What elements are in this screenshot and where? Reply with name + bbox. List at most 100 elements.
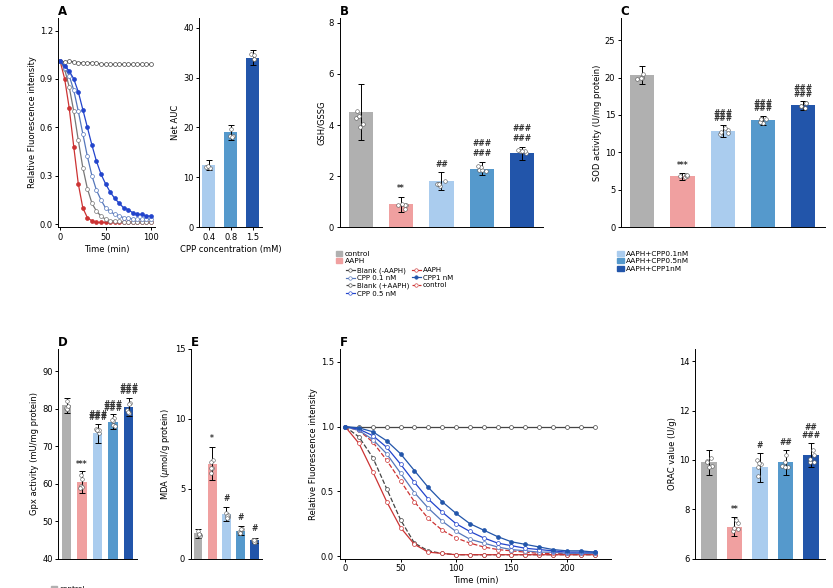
Point xyxy=(679,171,692,180)
Point xyxy=(60,405,73,414)
Text: E: E xyxy=(191,336,199,349)
Bar xyxy=(349,112,373,228)
Point xyxy=(247,536,260,545)
Bar xyxy=(630,75,654,228)
Text: ###: ### xyxy=(754,99,772,108)
Point xyxy=(122,408,135,417)
Bar xyxy=(711,132,735,228)
Point xyxy=(679,172,692,181)
Point xyxy=(431,179,445,188)
Point xyxy=(357,119,370,128)
Y-axis label: Gpx activity (mU/mg protein): Gpx activity (mU/mg protein) xyxy=(30,392,39,515)
Point xyxy=(221,512,234,522)
Legend: Blank (-AAPH), CPP 0.1 nM, Blank (+AAPH), CPP 0.5 nM, AAPH, CPP1 nM, control: Blank (-AAPH), CPP 0.1 nM, Blank (+AAPH)… xyxy=(343,265,456,299)
Point xyxy=(247,537,261,547)
Text: B: B xyxy=(340,5,348,18)
Point xyxy=(207,455,220,465)
Point xyxy=(204,469,217,478)
Point xyxy=(193,532,207,541)
Point xyxy=(800,98,813,108)
Bar xyxy=(791,105,816,228)
Point xyxy=(223,131,237,141)
Text: ##: ## xyxy=(435,159,448,169)
Point xyxy=(220,513,233,523)
Point xyxy=(729,516,742,525)
Point xyxy=(219,508,232,517)
Point xyxy=(108,422,122,431)
Point xyxy=(721,125,734,134)
Bar xyxy=(429,181,454,228)
Point xyxy=(74,481,87,490)
Bar xyxy=(77,482,87,588)
Point xyxy=(193,530,207,540)
Text: ###: ### xyxy=(801,430,821,440)
Point xyxy=(752,458,766,467)
Point xyxy=(475,166,488,175)
Point xyxy=(754,459,767,469)
Point xyxy=(731,519,744,528)
Point xyxy=(349,113,362,123)
Text: ###: ### xyxy=(119,383,138,392)
Point xyxy=(62,401,75,410)
Point xyxy=(756,118,769,127)
Bar xyxy=(778,462,793,588)
Point xyxy=(92,425,105,435)
Y-axis label: SOD activity (U/mg protein): SOD activity (U/mg protein) xyxy=(593,64,602,181)
Point xyxy=(225,124,238,133)
Bar xyxy=(510,153,534,228)
Bar xyxy=(202,165,215,228)
Point xyxy=(631,74,644,83)
Point xyxy=(92,428,106,437)
Point xyxy=(513,146,526,156)
Point xyxy=(202,162,215,172)
Text: ###: ### xyxy=(103,400,122,409)
Point xyxy=(247,51,261,60)
Point xyxy=(515,146,528,156)
Bar xyxy=(804,455,819,588)
Point xyxy=(727,523,741,533)
Text: ###: ### xyxy=(103,404,122,413)
Point xyxy=(90,426,103,435)
Point xyxy=(519,148,532,158)
Point xyxy=(107,414,121,423)
Point xyxy=(205,463,218,473)
Legend: AAPH+CPP0.1nM, AAPH+CPP0.5nM, AAPH+CPP1nM: AAPH+CPP0.1nM, AAPH+CPP0.5nM, AAPH+CPP1n… xyxy=(615,248,692,275)
Point xyxy=(392,200,405,209)
Point xyxy=(121,407,134,416)
Bar xyxy=(224,132,237,228)
Point xyxy=(681,171,694,180)
Bar xyxy=(247,58,259,228)
Bar xyxy=(62,405,71,588)
Y-axis label: ORAC value (U/g): ORAC value (U/g) xyxy=(667,417,676,490)
Point xyxy=(635,72,648,82)
Bar xyxy=(751,120,776,228)
Text: ###: ### xyxy=(88,410,107,419)
Point xyxy=(199,162,212,172)
Y-axis label: GSH/GSSG: GSH/GSSG xyxy=(317,100,326,145)
Point xyxy=(106,420,119,430)
Y-axis label: Net AUC: Net AUC xyxy=(172,105,181,140)
Text: F: F xyxy=(340,336,347,349)
Point xyxy=(433,181,446,191)
Point xyxy=(192,530,206,539)
Text: ###: ### xyxy=(794,84,813,93)
Text: ###: ### xyxy=(512,123,531,133)
Point xyxy=(715,128,728,137)
Point xyxy=(479,166,492,176)
Point xyxy=(248,537,262,546)
Point xyxy=(804,457,817,467)
Point xyxy=(518,146,531,156)
Point xyxy=(438,176,451,186)
Text: ###: ### xyxy=(88,413,107,422)
Point xyxy=(204,463,217,472)
Bar xyxy=(251,540,259,559)
Point xyxy=(636,69,650,79)
Point xyxy=(107,416,120,426)
Bar xyxy=(108,422,117,588)
Point xyxy=(754,117,767,126)
Point xyxy=(432,179,446,189)
Bar xyxy=(701,462,716,588)
Legend: control, AAPH, AAPH+CPP0.1nM, AAPH+CPP0.5nM, AAPH+CPP1nM: control, AAPH, AAPH+CPP0.1nM, AAPH+CPP0.… xyxy=(47,583,126,588)
Point xyxy=(60,396,73,406)
Point xyxy=(681,171,694,181)
